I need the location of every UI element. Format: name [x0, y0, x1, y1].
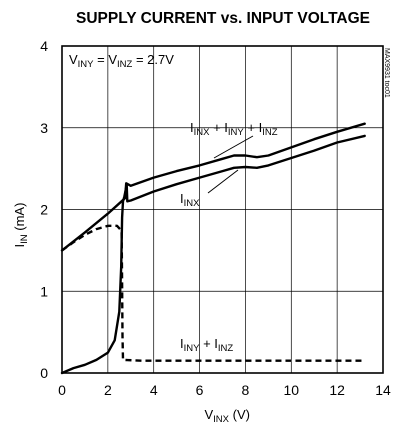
x-tick-label: 14 — [375, 382, 391, 398]
x-tick-label: 2 — [104, 382, 112, 398]
figure-reference-code: MAX9931 toc01 — [383, 48, 390, 98]
svg-text:IINX: IINX — [180, 191, 200, 209]
series-annotation-3: IINY + IINZ — [180, 336, 233, 354]
svg-text:IINY + IINZ: IINY + IINZ — [180, 336, 233, 354]
chart-title: SUPPLY CURRENT vs. INPUT VOLTAGE — [76, 10, 370, 27]
x-tick-label: 0 — [58, 382, 66, 398]
x-tick-label: 6 — [196, 382, 204, 398]
x-tick-label: 8 — [242, 382, 250, 398]
series-annotations: IINX + IINY + IINZ IINX IINY + IINZ — [180, 120, 278, 354]
y-tick-label: 4 — [40, 38, 48, 54]
x-tick-label: 10 — [283, 382, 299, 398]
series-annotation-2: IINX — [180, 169, 239, 209]
y-axis-label: IIN (mA) — [12, 203, 30, 248]
series-line-3 — [61, 224, 365, 362]
series-line-2 — [60, 134, 366, 375]
test-condition-label: VINY = VINZ = 2.7V — [69, 52, 174, 70]
y-tick-label: 3 — [40, 120, 48, 136]
y-tick-label: 2 — [40, 202, 48, 218]
annotation-leader-line — [207, 169, 239, 194]
y-tick-label: 1 — [40, 283, 48, 299]
svg-text:VINY = VINZ = 2.7V: VINY = VINZ = 2.7V — [69, 52, 174, 70]
x-axis-label: VINX (V) — [205, 407, 250, 425]
series-line-1 — [60, 122, 366, 252]
data-series — [60, 122, 366, 375]
x-tick-label: 4 — [150, 382, 158, 398]
series-annotation-1: IINX + IINY + IINZ — [190, 120, 278, 159]
grid — [62, 46, 383, 373]
x-tick-label: 12 — [329, 382, 345, 398]
annotation-leader-line — [213, 135, 254, 159]
svg-text:IINX + IINY + IINZ: IINX + IINY + IINZ — [190, 120, 278, 138]
y-tick-label: 0 — [40, 365, 48, 381]
plot-frame — [61, 45, 384, 374]
